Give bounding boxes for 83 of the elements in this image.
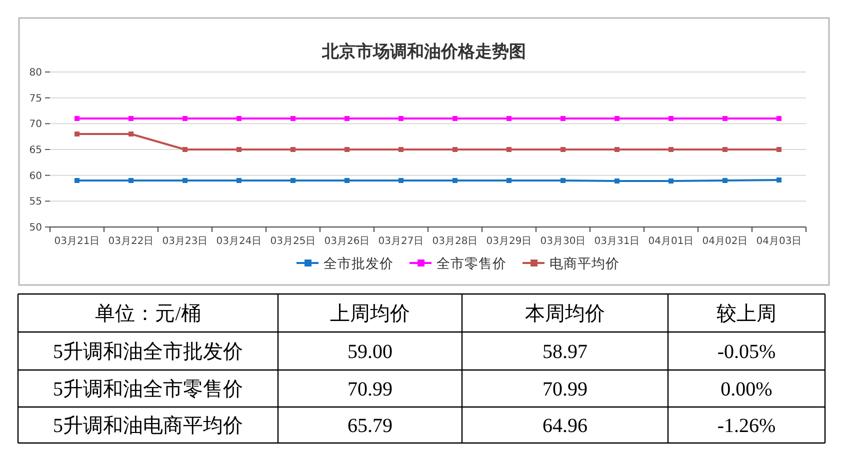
point <box>128 178 134 183</box>
point <box>344 178 350 183</box>
x-tick-label: 03月24日 <box>216 236 262 247</box>
text: -0.05% <box>717 341 776 363</box>
x-tick-label: 03月21日 <box>54 236 100 247</box>
x-tick-label: 04月03日 <box>756 236 802 247</box>
point <box>668 147 674 152</box>
category-label: 5升调和油电商平均价 <box>53 415 243 437</box>
point <box>290 116 296 121</box>
point <box>560 147 566 152</box>
x-tick-label: 03月25日 <box>270 236 316 247</box>
point <box>182 116 188 121</box>
point <box>128 132 134 136</box>
point <box>614 178 620 184</box>
category-label: 5升调和油全市批发价 <box>53 341 243 363</box>
y-tick-label: 75 <box>29 93 42 104</box>
y-tick-label: 60 <box>29 170 42 182</box>
point <box>344 147 350 152</box>
text: 59.00 <box>348 341 392 363</box>
point <box>614 147 620 152</box>
point <box>74 132 80 136</box>
text: 70.99 <box>542 378 588 400</box>
point <box>452 178 458 183</box>
point <box>722 116 728 121</box>
point <box>452 147 458 152</box>
point <box>398 178 404 183</box>
point <box>236 178 242 183</box>
legend-label: 电商平均价 <box>550 256 620 272</box>
x-tick-label: 03月31日 <box>594 236 640 247</box>
point <box>128 116 134 121</box>
x-tick-label: 03月28日 <box>432 236 478 247</box>
point <box>668 116 674 121</box>
point <box>506 178 512 183</box>
point <box>290 147 296 152</box>
point <box>398 147 404 152</box>
y-tick-label: 70 <box>29 119 42 130</box>
category-label: 上周均价 <box>330 303 410 325</box>
y-tick-label: 65 <box>29 145 42 156</box>
x-tick-label: 03月27日 <box>378 236 424 247</box>
y-tick-label: 50 <box>29 222 42 234</box>
point <box>776 116 782 121</box>
point <box>722 178 728 183</box>
point <box>344 116 350 121</box>
point <box>236 147 242 152</box>
text: 70.99 <box>348 378 392 400</box>
point <box>290 178 296 183</box>
text: 64.96 <box>542 415 588 437</box>
legend-label: 全市批发价 <box>324 256 394 272</box>
category-label: 5升调和油全市零售价 <box>53 378 243 400</box>
text: 65.79 <box>348 415 392 437</box>
point <box>560 116 566 121</box>
category-label: 较上周 <box>716 303 776 325</box>
point <box>398 116 404 121</box>
category-label: 本周均价 <box>525 303 605 325</box>
y-tick-label: 80 <box>29 68 42 78</box>
point <box>74 178 80 183</box>
text: 58.97 <box>542 341 588 363</box>
point <box>776 177 782 182</box>
x-tick-label: 03月23日 <box>162 236 208 247</box>
point <box>776 147 782 152</box>
point <box>236 116 242 121</box>
x-tick-label: 04月02日 <box>702 236 748 247</box>
x-tick-label: 03月30日 <box>540 236 586 247</box>
x-tick-label: 04月01日 <box>648 236 694 247</box>
text: 0.00% <box>720 378 772 400</box>
point <box>506 147 512 152</box>
x-tick-label: 03月22日 <box>108 236 154 247</box>
point <box>668 178 674 184</box>
legend-label: 全市零售价 <box>436 256 506 272</box>
y-tick-label: 55 <box>29 196 42 208</box>
point <box>560 178 566 183</box>
text: -1.26% <box>717 415 776 437</box>
x-tick-label: 03月26日 <box>324 236 370 247</box>
point <box>614 116 620 121</box>
chart-title: 北京市场调和油价格走势图 <box>321 42 526 62</box>
point <box>182 178 188 183</box>
point <box>722 147 728 152</box>
x-tick-label: 03月29日 <box>486 236 532 247</box>
point <box>506 116 512 121</box>
category-label: 单位：元/桶 <box>95 303 201 325</box>
point <box>452 116 458 121</box>
point <box>74 116 80 121</box>
point <box>182 147 188 152</box>
